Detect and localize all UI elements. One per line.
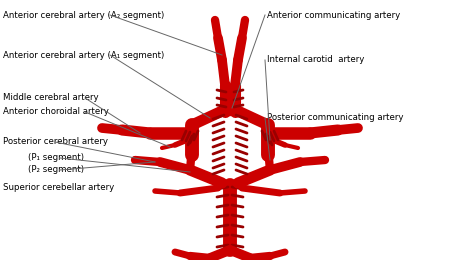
Text: (P₂ segment): (P₂ segment) [28,166,84,174]
Text: Anterior communicating artery: Anterior communicating artery [267,10,400,20]
Text: Anterior cerebral artery (A₁ segment): Anterior cerebral artery (A₁ segment) [3,50,164,60]
Text: Superior cerebellar artery: Superior cerebellar artery [3,184,114,192]
Text: (P₁ segment): (P₁ segment) [28,153,84,162]
Text: Anterior choroidal artery: Anterior choroidal artery [3,107,109,116]
Text: Anterior cerebral artery (A₂ segment): Anterior cerebral artery (A₂ segment) [3,10,164,20]
Text: Middle cerebral artery: Middle cerebral artery [3,94,99,102]
Text: Posterior cerebral artery: Posterior cerebral artery [3,138,108,146]
Text: Posterior communicating artery: Posterior communicating artery [267,114,403,122]
Text: Internal carotid  artery: Internal carotid artery [267,55,365,64]
